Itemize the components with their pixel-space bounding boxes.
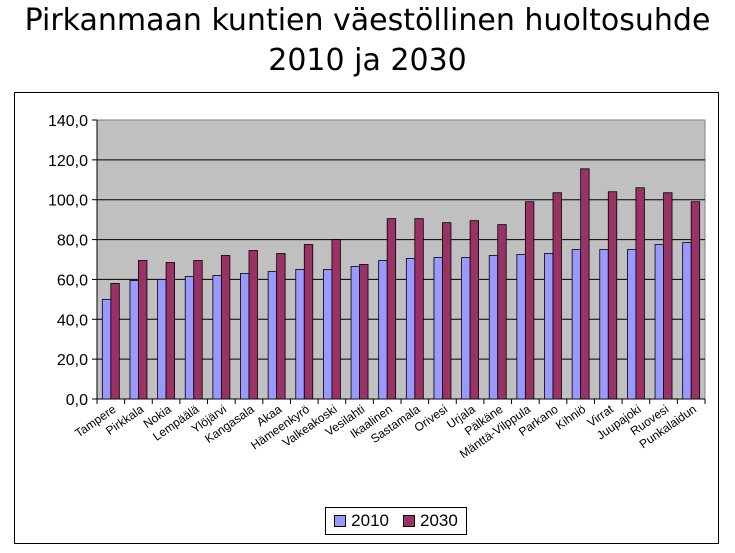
bar-2030-Ikaalinen (386, 218, 397, 400)
bar-2010-Urjala (461, 257, 471, 400)
bar-2030-Orivesi (442, 222, 452, 400)
bar-2030-Valkeakoski (331, 239, 341, 400)
legend-label-2010: 2010 (351, 511, 389, 530)
legend-swatch-2010 (334, 515, 347, 527)
bar-2030-Mänttä-Vilppula (524, 201, 535, 400)
y-tick-label: 0,0 (66, 392, 88, 409)
bar-2010-Pirkkala (129, 280, 139, 400)
legend-item-2010: 2010 (334, 511, 389, 531)
y-tick-label: 100,0 (48, 193, 88, 210)
bar-2010-Lempäälä (184, 276, 195, 400)
chart-title-line2: 2010 ja 2030 (268, 43, 467, 78)
bar-2010-Virrat (599, 249, 609, 400)
y-tick-label: 40,0 (57, 312, 88, 329)
bar-2010-Hämeenkyrö (295, 269, 305, 400)
bar-2010-Tampere (101, 298, 112, 400)
bar-2030-Nokia (165, 262, 175, 400)
bar-2010-Sastamala (405, 258, 416, 400)
bar-2030-Virrat (607, 191, 618, 400)
bar-2030-Urjala (469, 220, 479, 400)
bar-2010-Kihniö (571, 249, 582, 400)
bar-2010-Kangasala (240, 273, 250, 400)
bar-2030-Pälkäne (497, 224, 507, 400)
bar-2030-Parkano (552, 192, 562, 400)
bar-2010-Vesilahti (350, 266, 360, 400)
chart-title-line1: Pirkanmaan kuntien väestöllinen huoltosu… (24, 3, 711, 38)
bar-2010-Ikaalinen (378, 260, 388, 400)
y-tick-label: 120,0 (48, 153, 88, 170)
bar-2030-Ylöjärvi (220, 255, 231, 400)
legend-swatch-2030 (403, 515, 415, 527)
bar-2010-Ylöjärvi (212, 275, 222, 400)
bar-2010-Parkano (544, 253, 554, 400)
bar-2030-Kangasala (248, 250, 258, 400)
bar-2030-Tampere (110, 283, 120, 400)
bar-2010-Ruovesi (654, 244, 664, 400)
legend-label-2030: 2030 (420, 511, 458, 530)
bar-2030-Akaa (276, 253, 286, 400)
bar-2010-Pälkäne (488, 255, 499, 400)
legend-item-2030: 2030 (403, 511, 458, 531)
x-tick-label: Kihniö (553, 402, 589, 433)
bar-2010-Nokia (157, 279, 167, 400)
bar-2030-Sastamala (414, 218, 424, 400)
bar-2010-Valkeakoski (323, 269, 333, 400)
bar-2010-Punkalaidun (682, 242, 692, 400)
bar-2010-Mänttä-Vilppula (516, 254, 526, 400)
bar-2030-Hämeenkyrö (303, 244, 314, 400)
y-tick-label: 140,0 (48, 113, 88, 130)
bar-2010-Orivesi (433, 257, 443, 400)
bar-2030-Vesilahti (359, 264, 369, 400)
bar-2030-Punkalaidun (690, 201, 701, 400)
bar-2030-Juupajoki (635, 187, 645, 400)
bar-2010-Akaa (267, 271, 278, 400)
bar-2030-Pirkkala (138, 260, 148, 400)
bar-2030-Lempäälä (193, 260, 203, 400)
y-tick-label: 20,0 (57, 352, 88, 369)
y-tick-label: 80,0 (57, 233, 88, 250)
y-tick-label: 60,0 (57, 272, 88, 289)
bar-2030-Kihniö (580, 168, 590, 400)
chart-legend: 2010 2030 (325, 507, 467, 535)
bar-2030-Ruovesi (663, 192, 673, 400)
bar-2010-Juupajoki (627, 249, 637, 400)
